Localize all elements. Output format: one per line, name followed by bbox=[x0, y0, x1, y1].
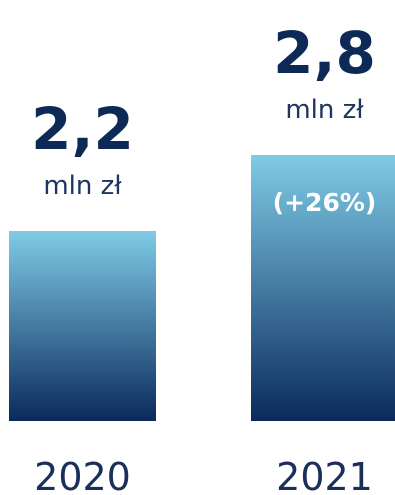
bar-2020 bbox=[9, 231, 156, 421]
value-label-2021: 2,8 bbox=[273, 19, 376, 87]
value-label-2020: 2,2 bbox=[31, 95, 134, 163]
change-label: (+26%) bbox=[273, 188, 377, 217]
bar-2021 bbox=[251, 155, 395, 421]
unit-label-2020: mln zł bbox=[43, 171, 122, 201]
unit-label-2021: mln zł bbox=[285, 95, 364, 125]
year-label-2020: 2020 bbox=[34, 455, 131, 495]
year-label-2021: 2021 bbox=[276, 455, 373, 495]
